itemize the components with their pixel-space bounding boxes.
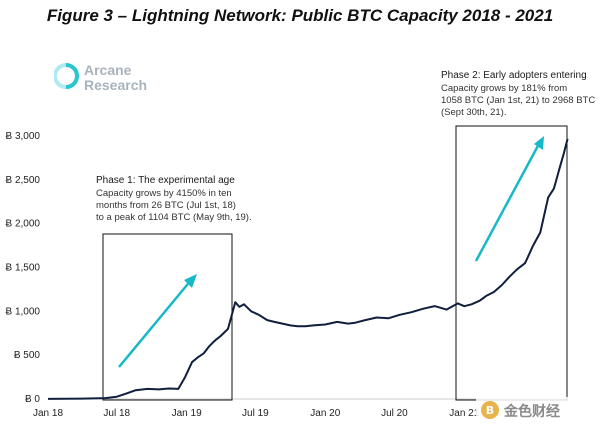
y-tick-label: Ƀ 2,000 (6, 219, 41, 230)
phase2-line-1: Capacity grows by 181% from (441, 83, 567, 94)
svg-text:B: B (486, 404, 494, 417)
logo-line-1: Arcane (84, 62, 132, 78)
x-axis: Jan 18 Jul 18 Jan 19 Jul 19 Jan 20 Jul 20 Jan … (33, 408, 480, 419)
x-tick-label: Jul 20 (381, 408, 408, 419)
phase1-line-2: months from 26 BTC (Jul 1st, 18) (96, 200, 236, 211)
y-tick-label: Ƀ 1,500 (6, 263, 41, 274)
figure-title: Figure 3 – Lightning Network: Public BTC… (46, 6, 554, 25)
x-tick-label: Jan 18 (33, 408, 63, 419)
phase1-arrow (118, 274, 197, 368)
watermark: B 金色财经 (476, 397, 594, 423)
phase2-line-3: (Sept 30th, 21). (441, 107, 506, 118)
phase2-title: Phase 2: Early adopters entering (441, 70, 587, 81)
phase1-title: Phase 1: The experimental age (96, 175, 235, 186)
bitcoin-coin-icon: B (481, 401, 499, 419)
y-tick-label: Ƀ 2,500 (6, 175, 41, 186)
y-axis: Ƀ 0 Ƀ 500 Ƀ 1,000 Ƀ 1,500 Ƀ 2,000 Ƀ 2,500 Ƀ 3,… (6, 131, 41, 405)
y-tick-label: Ƀ 1,000 (6, 306, 41, 317)
x-tick-label: Jan 20 (310, 408, 340, 419)
watermark-text: 金色财经 (504, 404, 560, 420)
x-tick-label: Jan 19 (172, 408, 202, 419)
phase2-annotation: Phase 2: Early adopters entering Capacit… (441, 70, 595, 118)
x-tick-label: Jan 21 (449, 408, 479, 419)
phase2-line-2: 1058 BTC (Jan 1st, 21) to 2968 BTC (441, 95, 595, 106)
capacity-series-line (47, 138, 569, 400)
phase1-box (102, 233, 233, 401)
phase1-annotation: Phase 1: The experimental age Capacity g… (96, 175, 252, 223)
x-tick-label: Jul 18 (103, 408, 130, 419)
y-tick-label: Ƀ 500 (14, 350, 41, 361)
arcane-research-logo: Arcane Research (53, 62, 164, 96)
phase1-line-1: Capacity grows by 4150% in ten (96, 188, 232, 199)
arcane-logo-icon (53, 63, 79, 89)
y-tick-label: Ƀ 0 (25, 394, 40, 405)
logo-text: Arcane Research (84, 63, 147, 93)
phase1-line-3: to a peak of 1104 BTC (May 9th, 19). (96, 212, 252, 223)
phase2-box (455, 125, 568, 401)
phase2-arrow (474, 136, 544, 262)
y-tick-label: Ƀ 3,000 (6, 131, 41, 142)
logo-line-2: Research (84, 77, 148, 93)
x-tick-label: Jul 19 (242, 408, 269, 419)
